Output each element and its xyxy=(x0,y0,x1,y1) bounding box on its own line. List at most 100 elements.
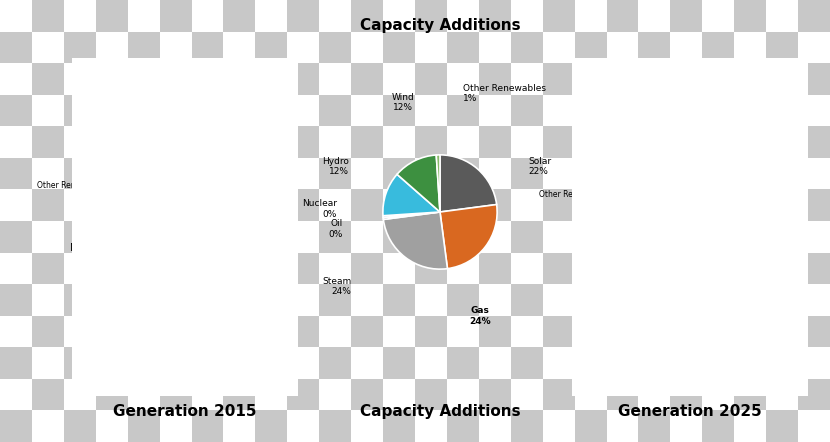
Text: ~31,000 TWh: ~31,000 TWh xyxy=(596,72,710,88)
Bar xyxy=(607,252,638,284)
Bar xyxy=(64,221,95,252)
Bar xyxy=(383,284,415,316)
Bar xyxy=(128,347,159,379)
Bar xyxy=(287,190,320,221)
Bar xyxy=(287,379,320,411)
Bar xyxy=(351,252,383,284)
Text: Nuclear: Nuclear xyxy=(571,250,608,259)
Bar xyxy=(159,379,192,411)
Bar xyxy=(613,244,694,265)
Bar xyxy=(766,347,798,379)
Bar xyxy=(766,158,798,190)
Bar xyxy=(111,262,188,266)
Bar xyxy=(111,190,188,199)
Bar xyxy=(415,126,447,158)
Bar xyxy=(574,31,607,63)
Bar xyxy=(95,0,128,31)
Bar xyxy=(607,190,638,221)
Bar xyxy=(95,379,128,411)
Bar xyxy=(574,95,607,126)
Bar xyxy=(64,158,95,190)
Bar xyxy=(798,316,830,347)
Bar xyxy=(543,379,574,411)
Text: 9: 9 xyxy=(144,297,156,316)
Text: 4: 4 xyxy=(144,208,156,226)
Bar xyxy=(256,158,287,190)
Bar xyxy=(607,316,638,347)
Bar xyxy=(0,158,32,190)
Bar xyxy=(766,284,798,316)
Bar xyxy=(64,411,95,442)
Bar xyxy=(159,0,192,31)
Bar xyxy=(638,158,671,190)
Bar xyxy=(111,347,188,392)
Text: Other Renewables
1%: Other Renewables 1% xyxy=(463,84,546,103)
Bar xyxy=(447,31,479,63)
Text: 2: 2 xyxy=(647,194,659,212)
Bar xyxy=(32,316,64,347)
Bar xyxy=(383,411,415,442)
Bar xyxy=(159,252,192,284)
Bar xyxy=(111,266,188,347)
Bar xyxy=(351,316,383,347)
Bar xyxy=(0,31,32,63)
Bar xyxy=(64,284,95,316)
Bar xyxy=(607,126,638,158)
Bar xyxy=(287,126,320,158)
Wedge shape xyxy=(440,205,497,269)
Bar xyxy=(415,252,447,284)
Text: Solar
22%: Solar 22% xyxy=(529,156,552,176)
Bar xyxy=(613,268,694,344)
Bar xyxy=(64,31,95,63)
Wedge shape xyxy=(437,155,440,212)
Bar xyxy=(479,316,510,347)
Bar xyxy=(543,0,574,31)
Bar xyxy=(320,31,351,63)
Wedge shape xyxy=(383,174,440,216)
Bar xyxy=(223,316,256,347)
Bar xyxy=(447,221,479,252)
Text: Wind: Wind xyxy=(88,190,107,199)
Bar xyxy=(702,31,735,63)
Bar xyxy=(479,0,510,31)
Bar xyxy=(128,221,159,252)
Bar xyxy=(415,0,447,31)
Bar xyxy=(607,379,638,411)
Bar xyxy=(702,158,735,190)
Wedge shape xyxy=(397,155,440,212)
Bar xyxy=(192,411,223,442)
Bar xyxy=(638,31,671,63)
Bar xyxy=(702,411,735,442)
Bar xyxy=(543,252,574,284)
Bar xyxy=(223,63,256,95)
Bar xyxy=(798,0,830,31)
Bar xyxy=(128,411,159,442)
Bar xyxy=(638,95,671,126)
Bar xyxy=(383,31,415,63)
Bar xyxy=(607,63,638,95)
Bar xyxy=(32,190,64,221)
Bar xyxy=(510,284,543,316)
Text: 11: 11 xyxy=(642,297,665,315)
Bar xyxy=(95,126,128,158)
Bar xyxy=(111,179,188,181)
Bar xyxy=(798,126,830,158)
Bar xyxy=(0,411,32,442)
Text: 1: 1 xyxy=(135,147,141,157)
Text: Wind
12%: Wind 12% xyxy=(392,93,414,112)
Bar xyxy=(159,63,192,95)
Bar xyxy=(95,316,128,347)
Bar xyxy=(638,221,671,252)
Bar xyxy=(32,63,64,95)
Bar xyxy=(415,316,447,347)
Text: Hydro
12%: Hydro 12% xyxy=(322,156,349,176)
Bar xyxy=(111,235,188,262)
Bar xyxy=(32,126,64,158)
Bar xyxy=(479,63,510,95)
Bar xyxy=(798,190,830,221)
Bar xyxy=(128,158,159,190)
Bar xyxy=(320,284,351,316)
Bar xyxy=(574,158,607,190)
Text: 1: 1 xyxy=(630,147,637,157)
Bar xyxy=(638,347,671,379)
